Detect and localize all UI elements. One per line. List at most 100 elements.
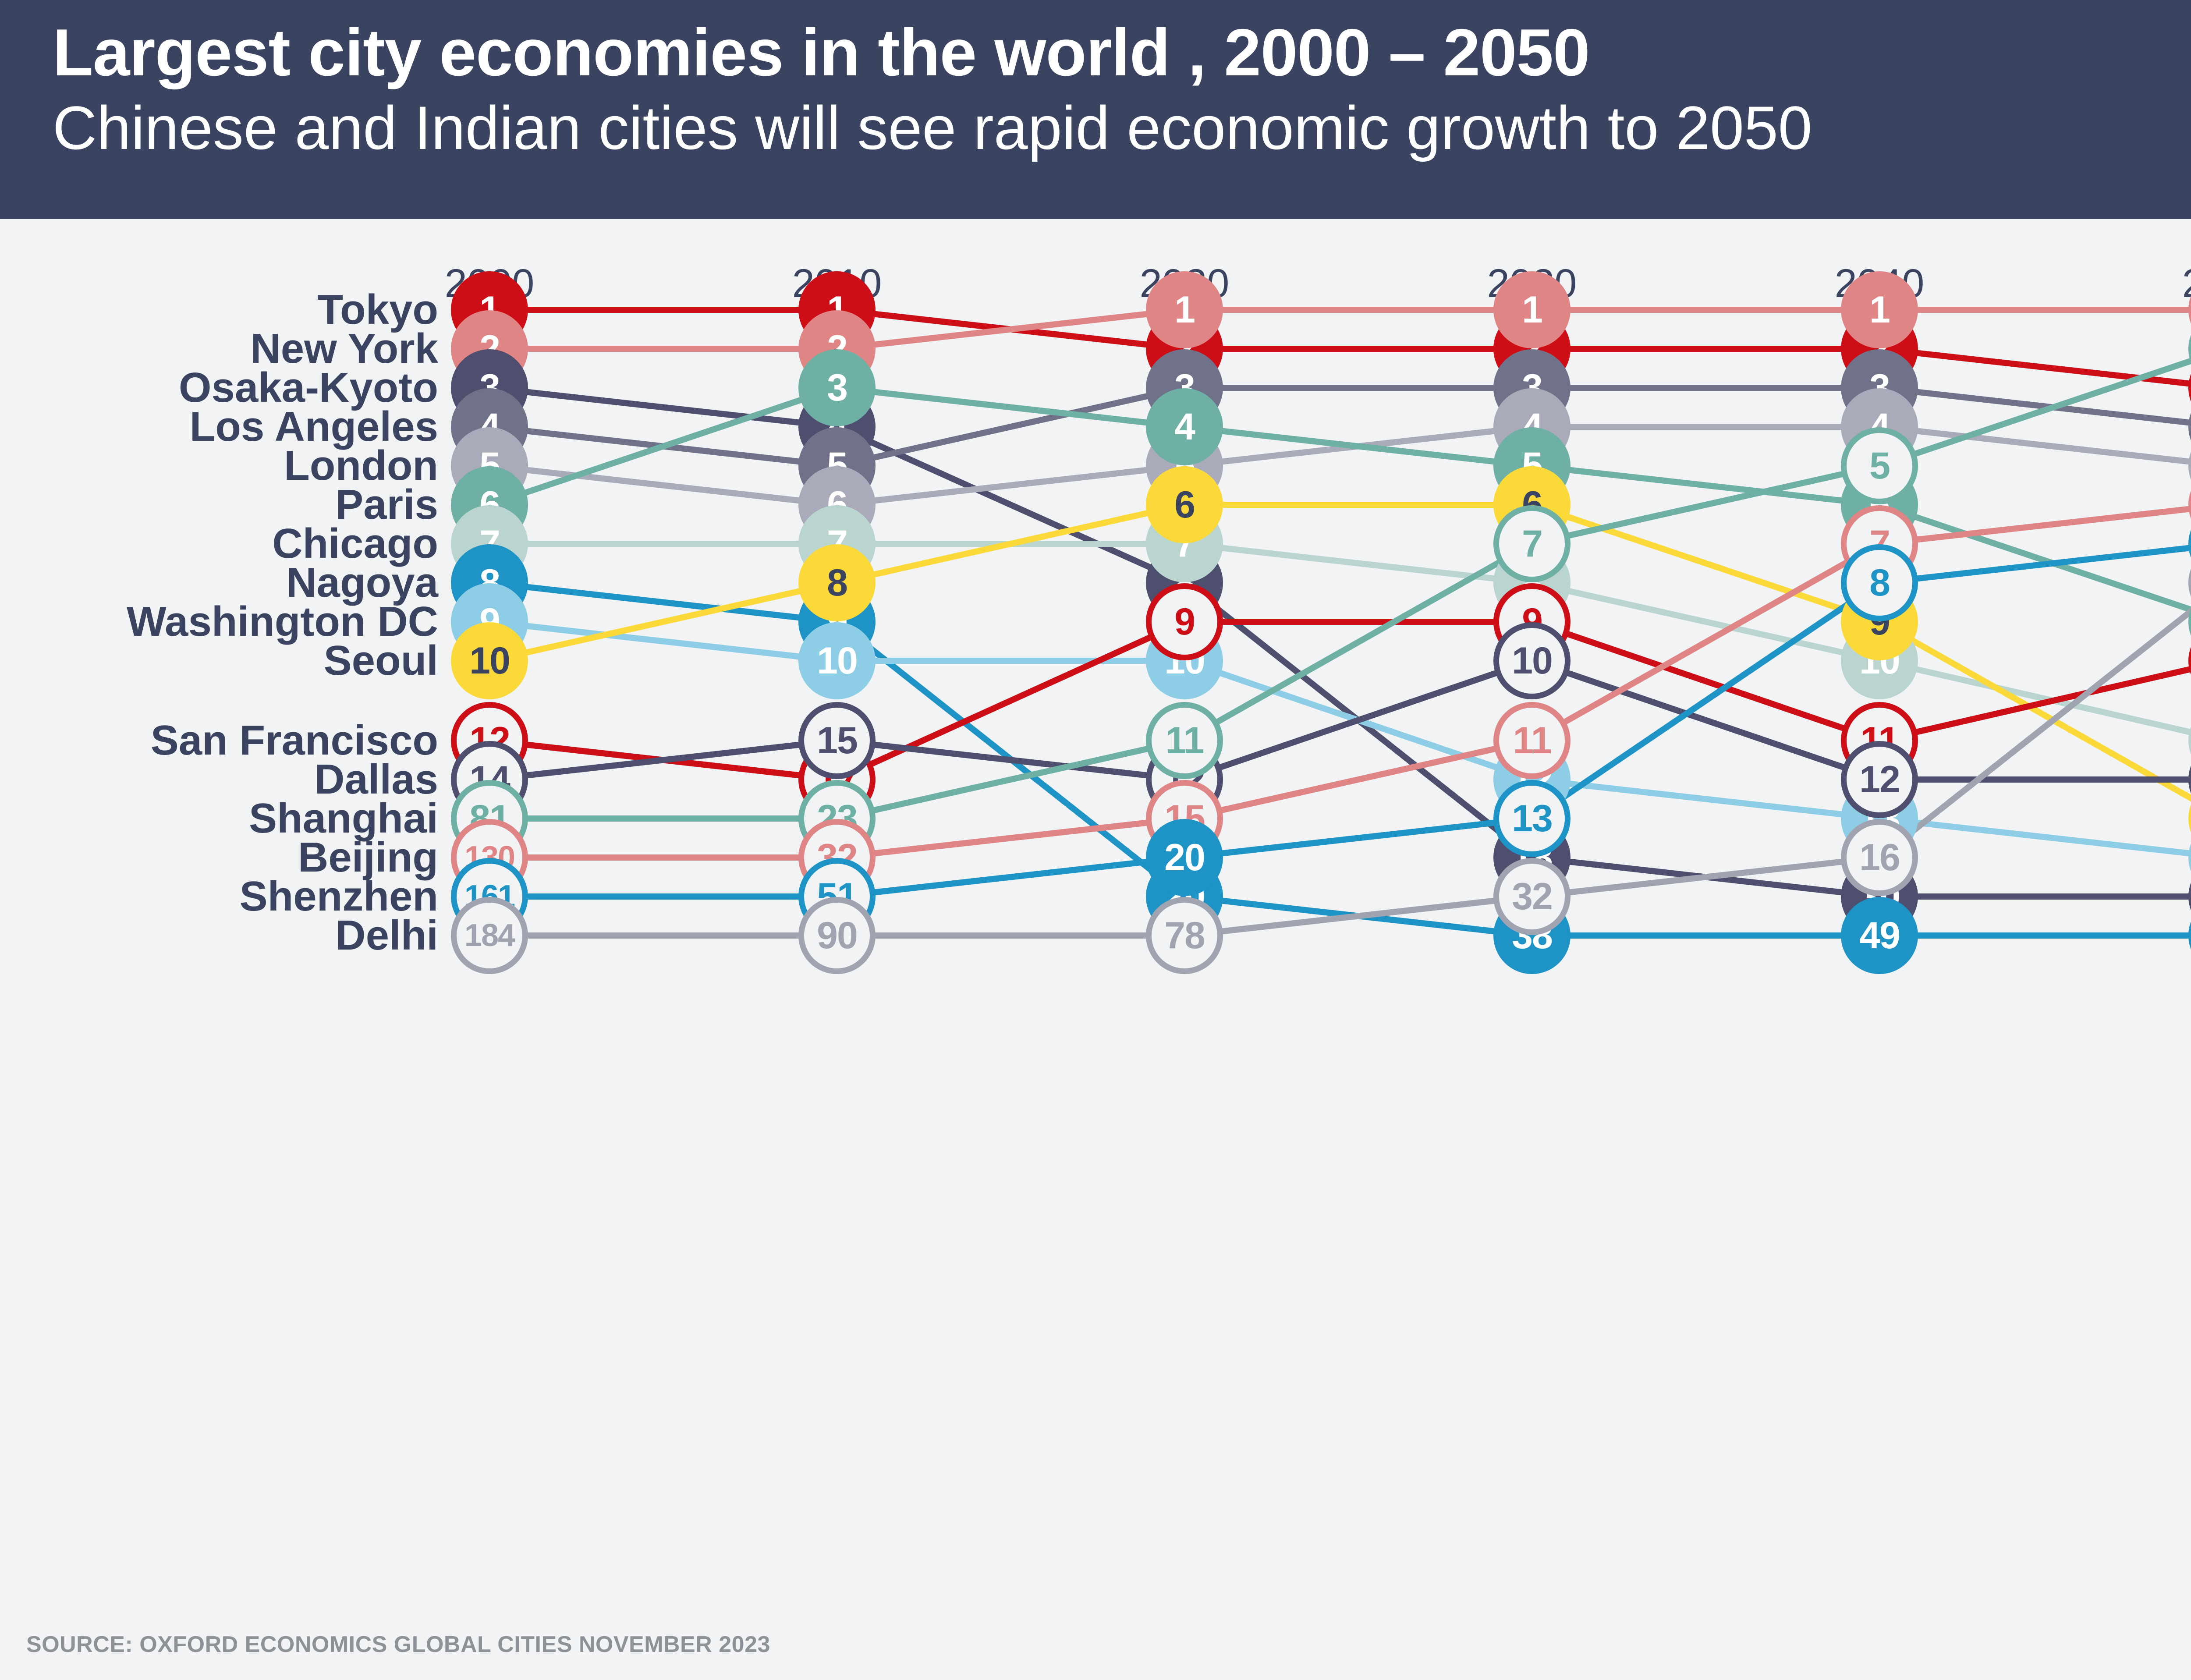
link-osaka-kyoto bbox=[486, 385, 840, 430]
link-seoul bbox=[486, 580, 840, 664]
rank-node-paris-2020[interactable]: 4 bbox=[1146, 388, 1223, 465]
rank-node-osaka-kyoto-2050[interactable]: 36 bbox=[2188, 858, 2191, 935]
city-label-left-beijing: Beijing bbox=[298, 834, 438, 881]
rank-node-seoul-2000[interactable]: 10 bbox=[451, 622, 528, 699]
link-paris bbox=[1181, 424, 1535, 469]
rank-value: 16 bbox=[1859, 836, 1900, 879]
page-subtitle: Chinese and Indian cities will see rapid… bbox=[53, 93, 1812, 163]
city-label-left-new-york: New York bbox=[250, 325, 438, 372]
rank-node-paris-2010[interactable]: 3 bbox=[798, 349, 876, 426]
rank-value: 20 bbox=[1164, 836, 1205, 879]
link-beijing bbox=[1181, 737, 1535, 822]
city-label-left-washington-dc: Washington DC bbox=[127, 598, 438, 645]
rank-node-san-francisco-2020[interactable]: 9 bbox=[1146, 583, 1223, 660]
rank-node-chicago-2050[interactable]: 11 bbox=[2188, 702, 2191, 779]
link-paris bbox=[486, 385, 840, 508]
page-title: Largest city economies in the world , 20… bbox=[53, 15, 1590, 90]
rank-node-london-2050[interactable]: 5 bbox=[2188, 427, 2191, 504]
rank-value: 11 bbox=[1165, 719, 1205, 762]
rank-value: 8 bbox=[1869, 562, 1890, 604]
link-osaka-kyoto bbox=[834, 424, 1188, 586]
rank-node-dallas-2010[interactable]: 15 bbox=[798, 702, 876, 779]
city-label-left-nagoya: Nagoya bbox=[286, 559, 438, 606]
city-label-left-paris: Paris bbox=[335, 481, 438, 528]
rank-node-shanghai-2030[interactable]: 7 bbox=[1493, 505, 1571, 582]
link-shanghai bbox=[834, 737, 1188, 822]
link-san-francisco bbox=[1876, 666, 2191, 744]
source-note: SOURCE: OXFORD ECONOMICS GLOBAL CITIES N… bbox=[26, 1632, 770, 1657]
rank-node-shanghai-2040[interactable]: 5 bbox=[1841, 427, 1918, 504]
link-london bbox=[1876, 424, 2191, 465]
rank-node-dallas-2030[interactable]: 10 bbox=[1493, 622, 1571, 699]
link-dallas bbox=[834, 737, 1188, 783]
link-los-angeles bbox=[1876, 385, 2191, 426]
rank-node-delhi-2010[interactable]: 90 bbox=[798, 897, 876, 974]
rank-node-seoul-2050[interactable]: 13 bbox=[2188, 780, 2191, 857]
rank-value: 78 bbox=[1164, 914, 1205, 957]
rank-node-paris-2050[interactable]: 9 bbox=[2188, 583, 2191, 660]
rank-node-shenzhen-2030[interactable]: 13 bbox=[1493, 780, 1571, 857]
rank-node-new-york-2050[interactable]: 1 bbox=[2188, 271, 2191, 348]
city-label-left-seoul: Seoul bbox=[323, 637, 438, 684]
rank-value: 49 bbox=[1859, 914, 1900, 957]
rank-value: 7 bbox=[1522, 523, 1543, 565]
link-dallas bbox=[486, 737, 840, 783]
rank-value: 90 bbox=[817, 914, 858, 957]
city-label-left-delhi: Delhi bbox=[335, 912, 438, 959]
link-san-francisco bbox=[834, 619, 1188, 783]
link-paris bbox=[1529, 463, 1883, 508]
link-delhi bbox=[1876, 607, 2191, 861]
rank-value: 9 bbox=[1174, 601, 1195, 643]
rank-node-washington-dc-2050[interactable]: 17 bbox=[2188, 819, 2191, 896]
rank-node-shenzhen-2040[interactable]: 8 bbox=[1841, 544, 1918, 621]
rank-node-tokyo-2050[interactable]: 3 bbox=[2188, 349, 2191, 426]
rank-node-nagoya-2050[interactable]: 60 bbox=[2188, 897, 2191, 974]
bump-chart: 200020102020203020402050 112223221111348… bbox=[0, 219, 2191, 1680]
rank-node-new-york-2040[interactable]: 1 bbox=[1841, 271, 1918, 348]
link-shenzhen bbox=[1876, 545, 2191, 586]
rank-node-shanghai-2020[interactable]: 11 bbox=[1146, 702, 1223, 779]
rank-node-delhi-2050[interactable]: 8 bbox=[2188, 544, 2191, 621]
link-los-angeles bbox=[834, 385, 1188, 469]
rank-value: 10 bbox=[817, 640, 858, 682]
rank-value: 15 bbox=[817, 719, 858, 762]
rank-node-new-york-2030[interactable]: 1 bbox=[1493, 271, 1571, 348]
rank-node-delhi-2000[interactable]: 184 bbox=[451, 897, 528, 974]
rank-node-delhi-2030[interactable]: 32 bbox=[1493, 858, 1571, 935]
link-london bbox=[486, 463, 840, 508]
city-label-left-shanghai: Shanghai bbox=[248, 795, 438, 842]
rank-node-beijing-2030[interactable]: 11 bbox=[1493, 702, 1571, 779]
rank-node-delhi-2020[interactable]: 78 bbox=[1146, 897, 1223, 974]
rank-node-nagoya-2040[interactable]: 49 bbox=[1841, 897, 1918, 974]
city-label-left-san-francisco: San Francisco bbox=[150, 717, 438, 764]
rank-node-seoul-2020[interactable]: 6 bbox=[1146, 466, 1223, 543]
rank-value: 1 bbox=[1174, 289, 1195, 331]
rank-node-shenzhen-2020[interactable]: 20 bbox=[1146, 819, 1223, 896]
rank-node-shenzhen-2050[interactable]: 7 bbox=[2188, 505, 2191, 582]
rank-value: 8 bbox=[827, 562, 848, 604]
link-beijing bbox=[1876, 506, 2191, 547]
link-chicago bbox=[1529, 580, 1883, 664]
link-delhi bbox=[1181, 893, 1535, 939]
link-seoul bbox=[1529, 502, 1883, 625]
rank-value: 12 bbox=[1859, 758, 1900, 801]
rank-value: 11 bbox=[1513, 719, 1552, 762]
rank-node-seoul-2010[interactable]: 8 bbox=[798, 544, 876, 621]
rank-node-new-york-2020[interactable]: 1 bbox=[1146, 271, 1223, 348]
link-washington-dc bbox=[1529, 776, 1883, 822]
link-tokyo bbox=[1876, 346, 2191, 387]
city-label-left-tokyo: Tokyo bbox=[317, 286, 438, 333]
city-label-left-dallas: Dallas bbox=[314, 756, 438, 803]
rank-node-washington-dc-2010[interactable]: 10 bbox=[798, 622, 876, 699]
rank-connector-lines bbox=[486, 307, 2191, 939]
rank-node-los-angeles-2050[interactable]: 4 bbox=[2188, 388, 2191, 465]
link-san-francisco bbox=[1529, 619, 1883, 744]
link-washington-dc bbox=[1876, 815, 2191, 857]
rank-node-dallas-2040[interactable]: 12 bbox=[1841, 741, 1918, 818]
rank-value: 10 bbox=[469, 640, 511, 682]
rank-value: 4 bbox=[1174, 406, 1195, 448]
rank-node-delhi-2040[interactable]: 16 bbox=[1841, 819, 1918, 896]
link-shenzhen bbox=[1529, 580, 1883, 822]
link-shanghai bbox=[1181, 541, 1535, 744]
